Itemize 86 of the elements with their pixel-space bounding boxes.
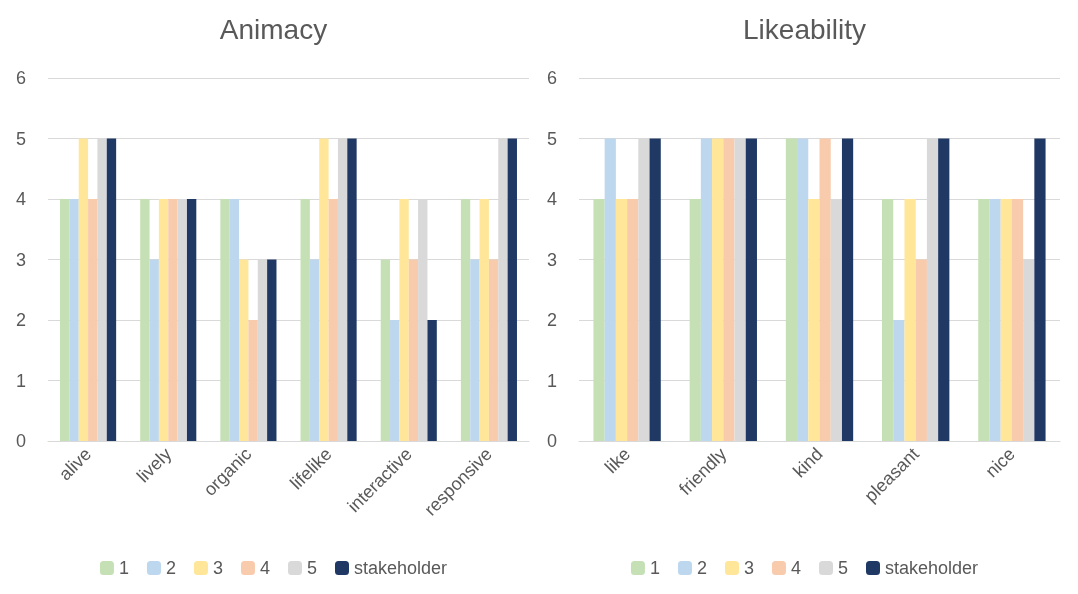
y-tick-label: 2	[15, 310, 26, 330]
legend-label: 1	[649, 558, 660, 578]
bar	[239, 259, 249, 441]
bar	[309, 259, 320, 441]
bar	[319, 138, 329, 441]
bar	[819, 138, 831, 441]
x-tick-label: nice	[981, 443, 1019, 482]
legend-label: 2	[696, 558, 707, 578]
bar	[186, 199, 197, 441]
bar	[158, 199, 169, 441]
bar	[593, 199, 605, 441]
bar	[427, 320, 437, 441]
legend-label: 3	[212, 558, 223, 578]
bar	[841, 138, 854, 441]
legend-label: stakeholder	[354, 558, 448, 578]
bar	[712, 138, 724, 441]
legend-label: 2	[165, 558, 176, 578]
bar	[627, 199, 639, 441]
bar	[380, 259, 391, 441]
bar	[149, 259, 159, 441]
bar	[978, 199, 990, 441]
bar	[140, 199, 150, 441]
y-tick-label: 5	[15, 128, 26, 149]
bar	[689, 199, 701, 441]
bar	[1000, 199, 1012, 441]
bar	[347, 138, 357, 441]
y-tick-label: 1	[15, 370, 26, 391]
bar	[785, 138, 798, 441]
y-tick-label: 6	[546, 68, 557, 88]
bar	[470, 259, 480, 441]
bar	[488, 259, 499, 441]
bar	[248, 320, 258, 441]
y-tick-label: 3	[15, 249, 26, 270]
chart-title: Likeability	[743, 13, 866, 45]
bar	[168, 199, 178, 441]
bar	[700, 138, 713, 441]
bar	[797, 138, 809, 441]
bar	[78, 138, 89, 441]
bar	[745, 138, 757, 441]
y-tick-label: 2	[546, 310, 557, 330]
bar	[220, 199, 230, 441]
y-tick-label: 5	[546, 128, 557, 149]
legend-label: 5	[306, 558, 317, 578]
y-tick-label: 4	[546, 189, 557, 209]
legend-label: 5	[837, 558, 848, 578]
x-tick-label: like	[600, 443, 635, 478]
y-tick-label: 0	[546, 431, 557, 451]
bar	[479, 199, 489, 441]
bar	[460, 199, 471, 441]
bar	[938, 138, 950, 441]
bar	[507, 138, 517, 441]
bar	[808, 199, 820, 441]
bar	[723, 138, 735, 441]
bar	[300, 199, 310, 441]
chart-title: Animacy	[219, 13, 328, 45]
bar	[882, 199, 894, 441]
legend-label: 4	[259, 558, 270, 578]
bar	[649, 138, 661, 441]
y-tick-label: 4	[15, 189, 26, 209]
bar	[328, 199, 338, 441]
y-tick-label: 6	[15, 68, 26, 88]
legend-label: stakeholder	[885, 558, 979, 578]
bar	[106, 138, 117, 441]
y-tick-label: 1	[546, 370, 557, 391]
bar	[893, 320, 905, 441]
bar	[399, 199, 409, 441]
bar	[69, 199, 79, 441]
bar	[604, 138, 616, 441]
x-tick-label: alive	[54, 443, 96, 485]
bar	[615, 199, 628, 441]
legend-label: 4	[790, 558, 801, 578]
bar	[1034, 138, 1046, 441]
bar	[915, 259, 927, 441]
legend-label: 1	[118, 558, 129, 578]
bar	[88, 199, 98, 441]
bar	[989, 199, 1001, 441]
bar	[1011, 199, 1024, 441]
bar	[60, 199, 70, 441]
bar	[229, 199, 240, 441]
y-tick-label: 3	[546, 249, 557, 270]
bar	[390, 320, 400, 441]
legend-label: 3	[743, 558, 754, 578]
bar	[408, 259, 419, 441]
y-tick-label: 0	[15, 431, 26, 451]
bar	[904, 199, 916, 441]
bar	[267, 259, 277, 441]
